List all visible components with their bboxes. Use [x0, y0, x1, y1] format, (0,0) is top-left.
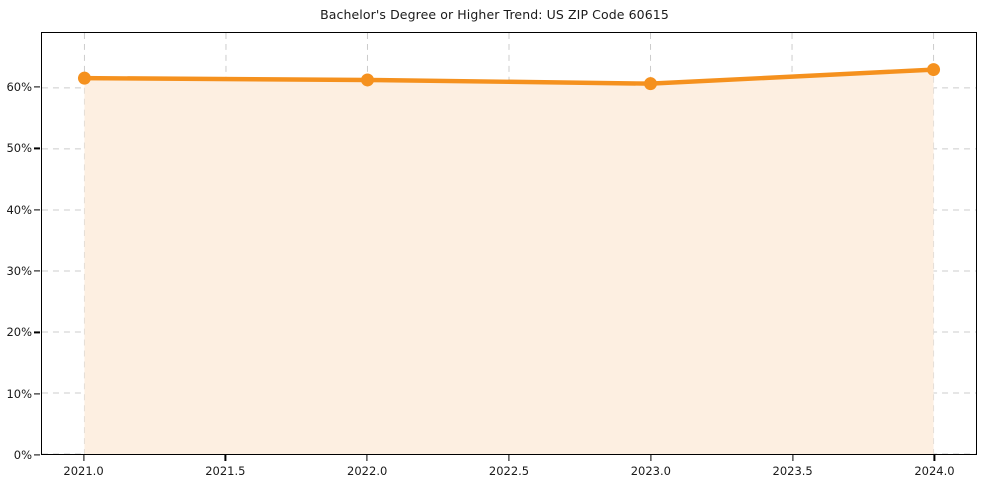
x-axis-tick-label: 2022.0: [347, 464, 388, 478]
y-axis-tick-label: 0%: [13, 448, 32, 462]
area-fill: [84, 69, 934, 454]
x-axis-tick-label: 2021.0: [63, 464, 104, 478]
y-axis-tick-mark: [34, 270, 40, 272]
x-axis-tick-label: 2023.5: [772, 464, 813, 478]
x-axis-tick-labels: 2021.0 2021.5 2022.0 2022.5 2023.0 2023.5 2024…: [41, 459, 977, 483]
y-axis-tick-mark: [34, 331, 40, 333]
x-axis-tick-label: 2022.5: [488, 464, 530, 478]
x-axis-tick-mark: [508, 455, 510, 461]
x-axis-tick-marks: [41, 455, 977, 463]
x-axis-tick-mark: [933, 455, 936, 461]
y-axis-tick-label: 60%: [6, 80, 32, 95]
y-axis-tick-mark: [34, 209, 40, 211]
y-axis-tick-labels: 0% 10% 20% 30% 40% 50% 60%: [0, 32, 32, 462]
data-line-and-markers: [77, 63, 941, 91]
x-axis-tick-label: 2023.0: [630, 464, 671, 478]
x-axis-tick-mark: [224, 455, 226, 461]
y-axis-tick-label: 30%: [6, 264, 32, 279]
y-axis-tick-mark: [34, 147, 40, 150]
y-axis-tick-label: 10%: [6, 386, 32, 401]
x-axis-tick-mark: [650, 455, 652, 461]
x-axis-tick-mark: [792, 455, 794, 461]
y-axis-tick-label: 40%: [6, 202, 32, 217]
chart-title: Bachelor's Degree or Higher Trend: US ZI…: [320, 7, 669, 22]
x-axis-tick-label: 2024.0: [914, 464, 955, 478]
y-axis-tick-marks: [34, 32, 41, 456]
x-axis-tick-mark: [366, 455, 368, 461]
y-axis-tick-mark: [34, 454, 40, 456]
x-axis-tick-mark: [82, 455, 85, 461]
y-axis-tick-mark: [34, 393, 40, 395]
y-axis-tick-label: 50%: [6, 141, 32, 156]
y-axis-tick-label: 20%: [6, 325, 32, 340]
plot-area: [41, 32, 977, 455]
x-axis-tick-label: 2021.5: [205, 464, 246, 478]
y-axis-tick-mark: [34, 86, 40, 88]
